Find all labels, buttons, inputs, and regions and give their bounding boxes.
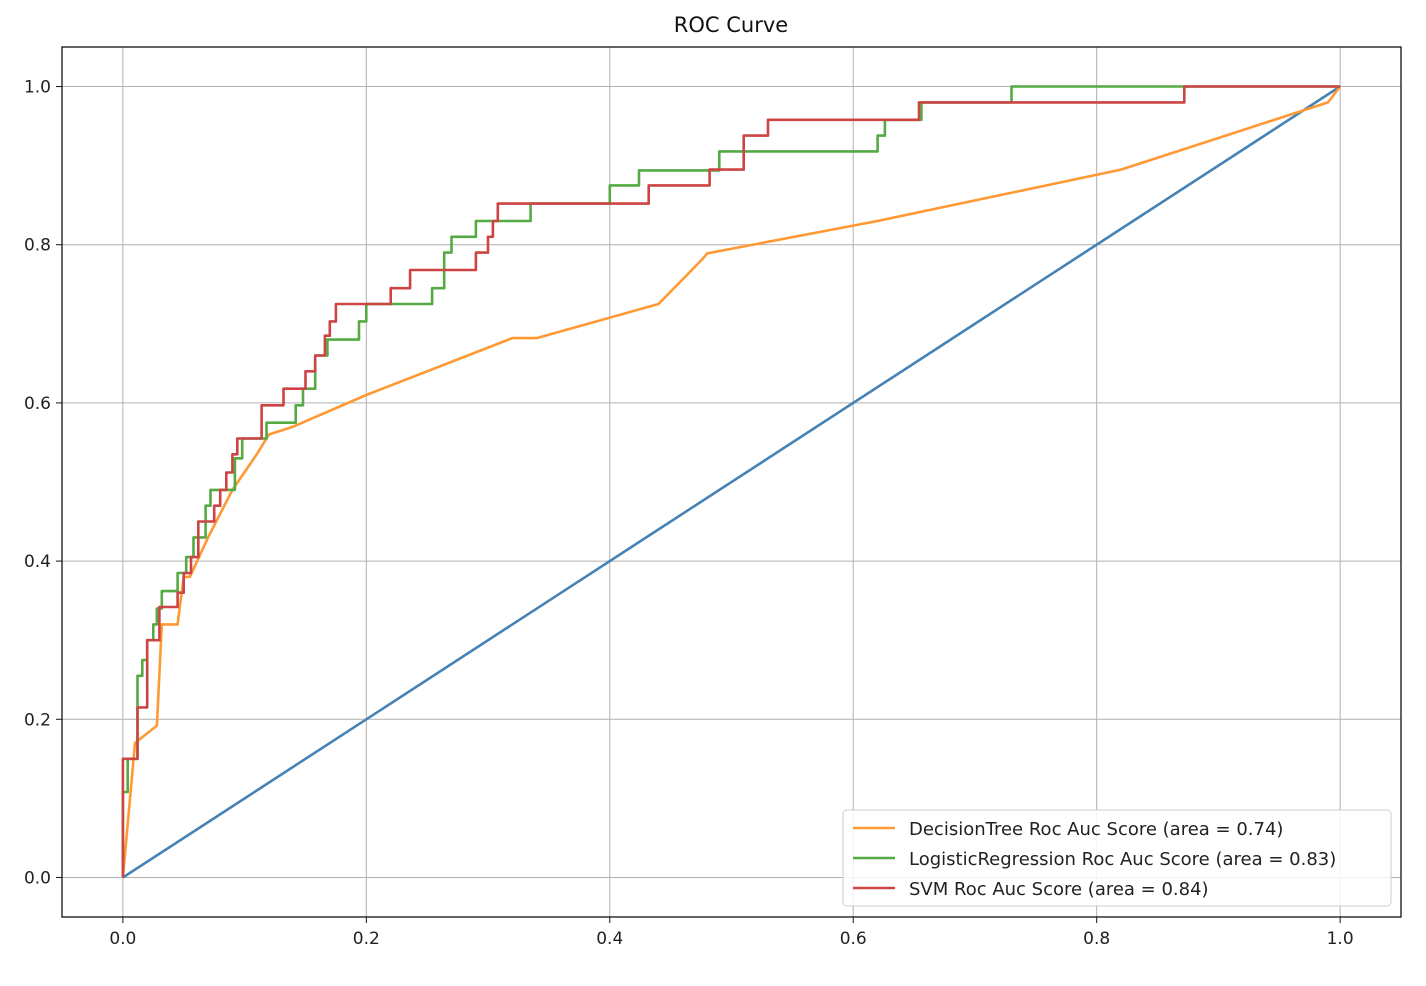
y-tick-label: 0.4 [24,552,51,572]
series-line-logisticregression [121,85,1341,878]
y-tick-label: 0.2 [24,710,51,730]
legend-label-svm: SVM Roc Auc Score (area = 0.84) [909,879,1209,900]
x-tick-label: 0.4 [596,929,623,949]
x-tick-label: 0.8 [1083,929,1110,949]
x-tick-label: 0.0 [109,929,136,949]
series-line-decisiontree [121,85,1342,878]
x-axis-ticks: 0.0 0.2 0.4 0.6 0.8 1.0 [109,917,1354,949]
reference-line-layer [122,85,1341,879]
y-axis-ticks: 0.0 0.2 0.4 0.6 0.8 1.0 [24,78,62,888]
x-tick-label: 0.2 [353,929,380,949]
legend-box [842,809,1392,907]
y-tick-label: 0.6 [24,394,51,414]
reference-diagonal-line [122,85,1341,879]
plot-area-frame [61,46,1402,918]
y-tick-label: 0.8 [24,236,51,256]
legend: DecisionTree Roc Auc Score (area = 0.74)… [842,809,1392,907]
y-tick-label: 0.0 [24,868,51,888]
series-layer [121,85,1342,878]
x-tick-label: 0.6 [840,929,867,949]
y-tick-label: 1.0 [24,78,51,98]
legend-label-decisiontree: DecisionTree Roc Auc Score (area = 0.74) [909,819,1283,840]
series-line-svm [121,85,1341,878]
chart-title: ROC Curve [674,13,788,37]
legend-label-logisticregression: LogisticRegression Roc Auc Score (area =… [909,849,1336,870]
x-tick-label: 1.0 [1327,929,1354,949]
